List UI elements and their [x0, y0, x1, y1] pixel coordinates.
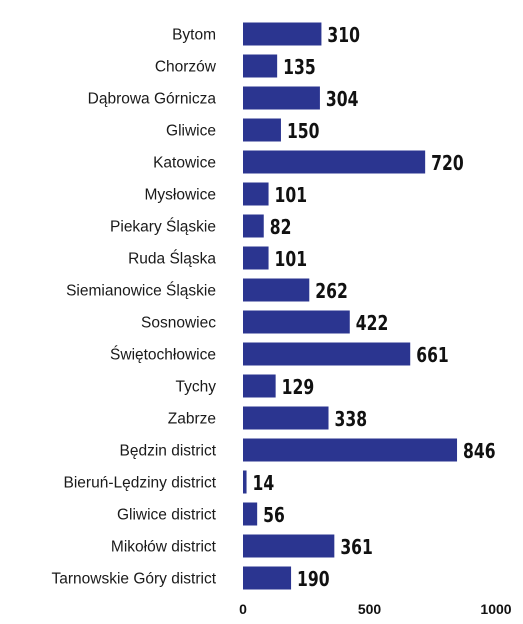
value-label: 150	[287, 120, 320, 143]
value-label: 661	[416, 344, 449, 367]
value-label: 135	[283, 56, 316, 79]
category-label: Bytom	[172, 27, 216, 44]
value-label: 361	[340, 536, 373, 559]
category-labels-group: Bytom Chorzów Dąbrowa Górnicza Gliwice Katow…	[51, 27, 216, 588]
bar	[243, 246, 269, 270]
bar	[243, 118, 281, 142]
bar	[243, 502, 258, 526]
bar	[243, 150, 426, 174]
category-label: Piekary Śląskie	[110, 218, 216, 236]
value-label: 129	[282, 376, 315, 399]
value-label: 846	[463, 440, 496, 463]
value-label: 82	[270, 216, 292, 239]
category-label: Gliwice	[166, 123, 216, 140]
category-label: Gliwice district	[117, 507, 217, 524]
value-label: 262	[315, 280, 348, 303]
value-label: 101	[275, 248, 308, 271]
bar	[243, 54, 278, 78]
x-tick-label: 1000	[480, 601, 511, 617]
value-label: 190	[297, 568, 330, 591]
value-label: 56	[263, 504, 285, 527]
bar	[243, 470, 247, 494]
category-label: Ruda Śląska	[128, 250, 216, 268]
x-tick-label: 0	[239, 601, 247, 617]
x-tick-label: 500	[358, 601, 382, 617]
bar	[243, 566, 292, 590]
category-label: Bieruń-Lędziny district	[64, 475, 217, 492]
category-label: Katowice	[153, 155, 216, 172]
value-label: 304	[326, 88, 359, 111]
category-label: Będzin district	[120, 443, 217, 460]
category-label: Tychy	[176, 379, 217, 396]
category-label: Zabrze	[168, 411, 216, 428]
value-label: 101	[275, 184, 308, 207]
value-label: 14	[253, 472, 275, 495]
category-label: Tarnowskie Góry district	[51, 571, 216, 588]
value-label: 338	[335, 408, 368, 431]
category-label: Sosnowiec	[141, 315, 216, 332]
bar	[243, 182, 269, 206]
x-axis-ticks-group: 0 500 1000	[239, 601, 512, 617]
category-label: Mikołów district	[111, 539, 217, 556]
bars-group	[243, 22, 458, 590]
bar	[243, 214, 264, 238]
bar	[243, 22, 322, 46]
category-label: Dąbrowa Górnicza	[88, 91, 217, 108]
bar	[243, 438, 458, 462]
bar	[243, 374, 276, 398]
category-label: Świętochłowice	[110, 346, 216, 364]
value-label: 720	[431, 152, 464, 175]
value-label: 422	[356, 312, 389, 335]
value-label: 310	[327, 24, 360, 47]
category-label: Chorzów	[155, 59, 217, 76]
category-label: Mysłowice	[145, 187, 216, 204]
category-label: Siemianowice Śląskie	[66, 282, 216, 300]
value-labels-group: 310 135 304 150 720 101 82 101 262 422 661 129 338 84…	[253, 24, 496, 591]
bar	[243, 534, 335, 558]
bar	[243, 406, 329, 430]
bar	[243, 310, 350, 334]
bar	[243, 86, 320, 110]
bar	[243, 278, 310, 302]
bar	[243, 342, 411, 366]
